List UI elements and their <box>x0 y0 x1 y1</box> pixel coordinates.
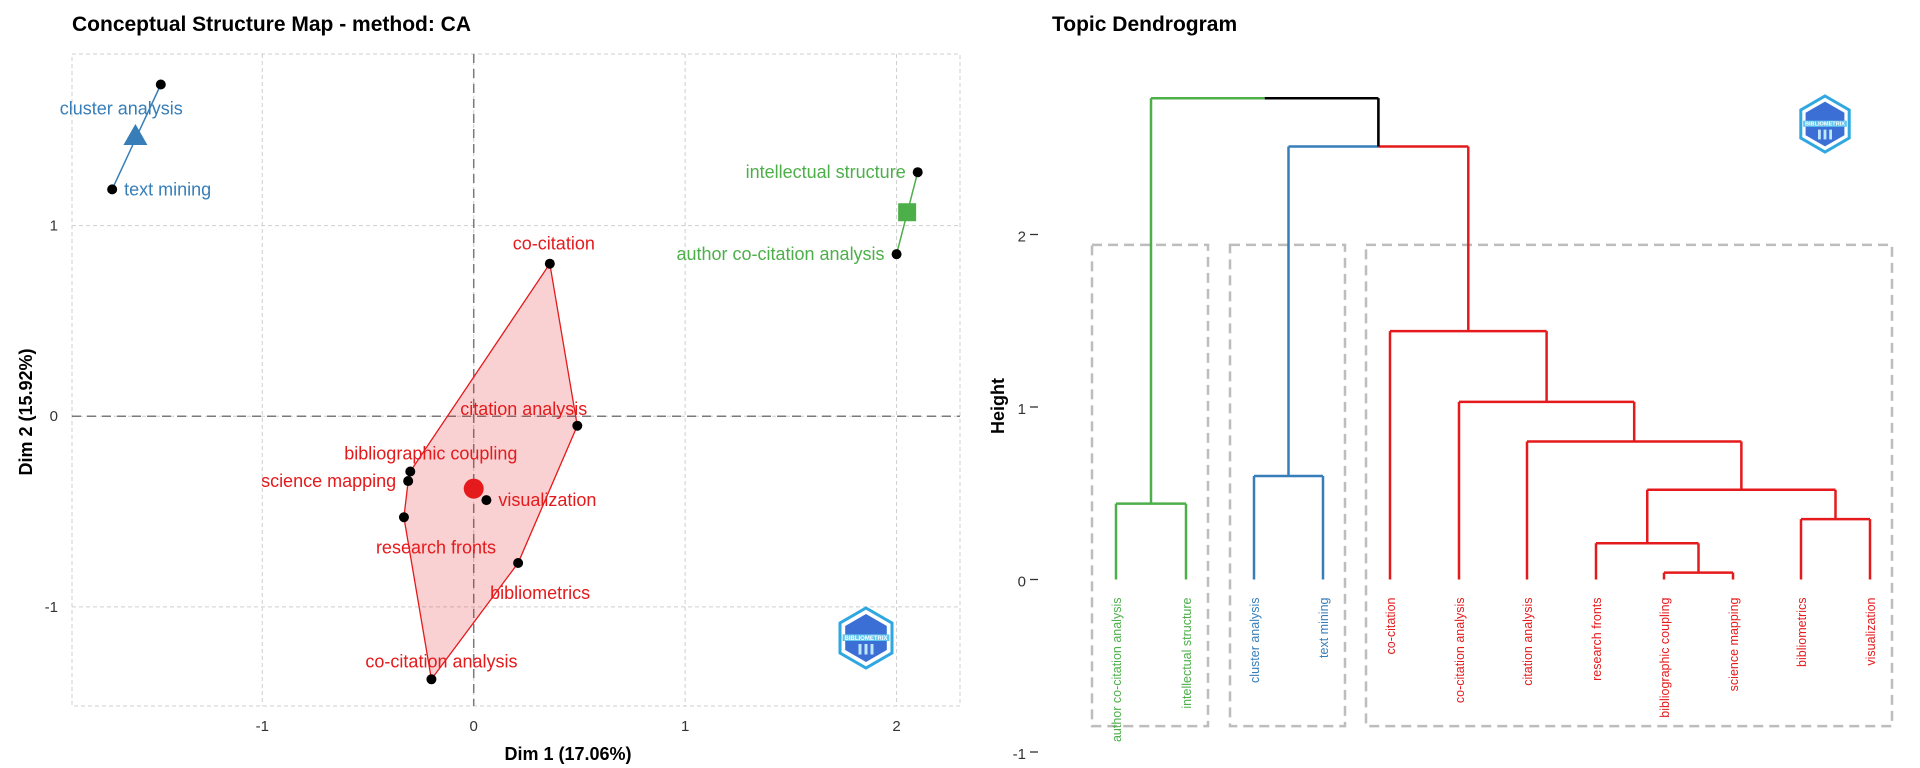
point-bibliometrics <box>513 558 524 569</box>
point-label-author-co-citation-analysis: author co-citation analysis <box>676 244 884 264</box>
bibliometrix-logo: BIBLIOMETRIX <box>1799 94 1851 154</box>
logo-text: BIBLIOMETRIX <box>845 636 888 642</box>
point-label-visualization: visualization <box>498 490 596 510</box>
leaf-label-bibliographic-coupling: bibliographic coupling <box>1658 597 1672 717</box>
leaf-label-cluster-analysis: cluster analysis <box>1248 598 1262 683</box>
point-label-citation-analysis: citation analysis <box>460 399 587 419</box>
dendrogram-branches <box>1114 96 1872 580</box>
point-label-co-citation-analysis: co-citation analysis <box>365 651 517 671</box>
cluster-centroid-circle <box>463 478 484 499</box>
leaf-label-visualization: visualization <box>1864 597 1878 665</box>
point-co-citation <box>544 258 555 269</box>
ca-map-title: Conceptual Structure Map - method: CA <box>72 13 471 36</box>
point-label-cluster-analysis: cluster analysis <box>60 99 183 119</box>
point-research-fronts <box>398 512 409 523</box>
point-label-intellectual-structure: intellectual structure <box>746 162 906 182</box>
point-label-bibliographic-coupling: bibliographic coupling <box>344 444 517 464</box>
dendrogram-ylabel: Height <box>988 378 1008 434</box>
point-label-bibliometrics: bibliometrics <box>490 583 590 603</box>
logo-band <box>842 634 890 641</box>
conceptual-structure-map: Conceptual Structure Map - method: CA -1… <box>16 13 961 764</box>
dendrogram-leaf-labels: author co-citation analysis intellectual … <box>1110 597 1878 742</box>
point-label-science-mapping: science mapping <box>261 471 396 491</box>
dendrogram-ticks: -1 0 1 2 <box>1013 229 1038 763</box>
ca-map-x-tick-label: 2 <box>892 718 900 735</box>
leaf-label-co-citation: co-citation <box>1384 597 1398 654</box>
logo-text: BIBLIOMETRIX <box>1805 122 1845 128</box>
point-science-mapping <box>403 476 414 487</box>
ca-map-hulls <box>403 261 578 681</box>
logo-bar <box>1818 129 1821 140</box>
dendrogram-cluster-boxes <box>1090 243 1894 728</box>
leaf-label-science-mapping: science mapping <box>1727 597 1741 691</box>
ca-map-y-tick-label: 1 <box>50 218 58 235</box>
point-text-mining <box>107 184 118 195</box>
logo-bar <box>1829 129 1832 140</box>
leaf-label-bibliometrics: bibliometrics <box>1795 598 1809 667</box>
topic-dendrogram: Topic Dendrogram Height -1 0 1 2 author co-… <box>988 13 1894 763</box>
point-cluster-analysis <box>155 79 166 90</box>
dendrogram-y-tick-label: -1 <box>1013 746 1026 763</box>
dendrogram-y-tick-label: 0 <box>1018 574 1026 591</box>
cluster-centroid-square <box>898 203 917 222</box>
dendrogram-y-tick-label: 1 <box>1018 401 1026 418</box>
point-bibliographic-coupling <box>405 466 416 477</box>
logo-bar <box>864 644 868 655</box>
leaf-label-intellectual-structure: intellectual structure <box>1180 597 1194 708</box>
cluster-centroid-triangle <box>123 123 148 145</box>
point-co-citation-analysis <box>426 674 437 685</box>
leaf-label-citation-analysis: citation analysis <box>1521 598 1535 686</box>
ca-map-x-tick-label: 0 <box>470 718 478 735</box>
cluster-box <box>1364 243 1894 728</box>
ca-map-xlabel: Dim 1 (17.06%) <box>504 744 631 764</box>
leaf-label-co-citation-analysis: co-citation analysis <box>1453 598 1467 704</box>
logo-bar <box>1823 129 1827 140</box>
point-citation-analysis <box>572 420 583 431</box>
cluster-hull <box>403 261 578 681</box>
ca-map-x-tick-label: 1 <box>681 718 689 735</box>
point-label-research-fronts: research fronts <box>376 537 496 557</box>
ca-map-point-labels: cluster analysis text mining intellectual … <box>60 99 906 672</box>
dendrogram-title: Topic Dendrogram <box>1052 13 1237 36</box>
ca-map-ylabel: Dim 2 (15.92%) <box>16 348 36 475</box>
leaf-label-author-co-citation-analysis: author co-citation analysis <box>1110 598 1124 743</box>
ca-map-grid <box>71 53 961 707</box>
point-label-text-mining: text mining <box>124 179 211 199</box>
point-visualization <box>481 495 492 506</box>
ca-map-ticks: -1 0 1 2 -1 0 1 <box>45 218 901 735</box>
point-label-co-citation: co-citation <box>513 234 595 254</box>
ca-map-y-tick-label: 0 <box>50 408 58 425</box>
ca-map-points <box>107 79 923 685</box>
logo-band <box>1803 120 1847 127</box>
logo-bar <box>870 644 874 655</box>
leaf-label-research-fronts: research fronts <box>1590 598 1604 681</box>
logo-bar <box>858 644 862 655</box>
bibliometrix-logo: BIBLIOMETRIX <box>838 606 894 670</box>
leaf-label-text-mining: text mining <box>1317 597 1331 657</box>
point-intellectual-structure <box>912 167 923 178</box>
ca-map-x-tick-label: -1 <box>256 718 269 735</box>
dendrogram-y-tick-label: 2 <box>1018 229 1026 246</box>
ca-map-panel-border <box>71 53 961 707</box>
ca-map-y-tick-label: -1 <box>45 599 58 616</box>
point-author-co-citation-analysis <box>891 249 902 260</box>
